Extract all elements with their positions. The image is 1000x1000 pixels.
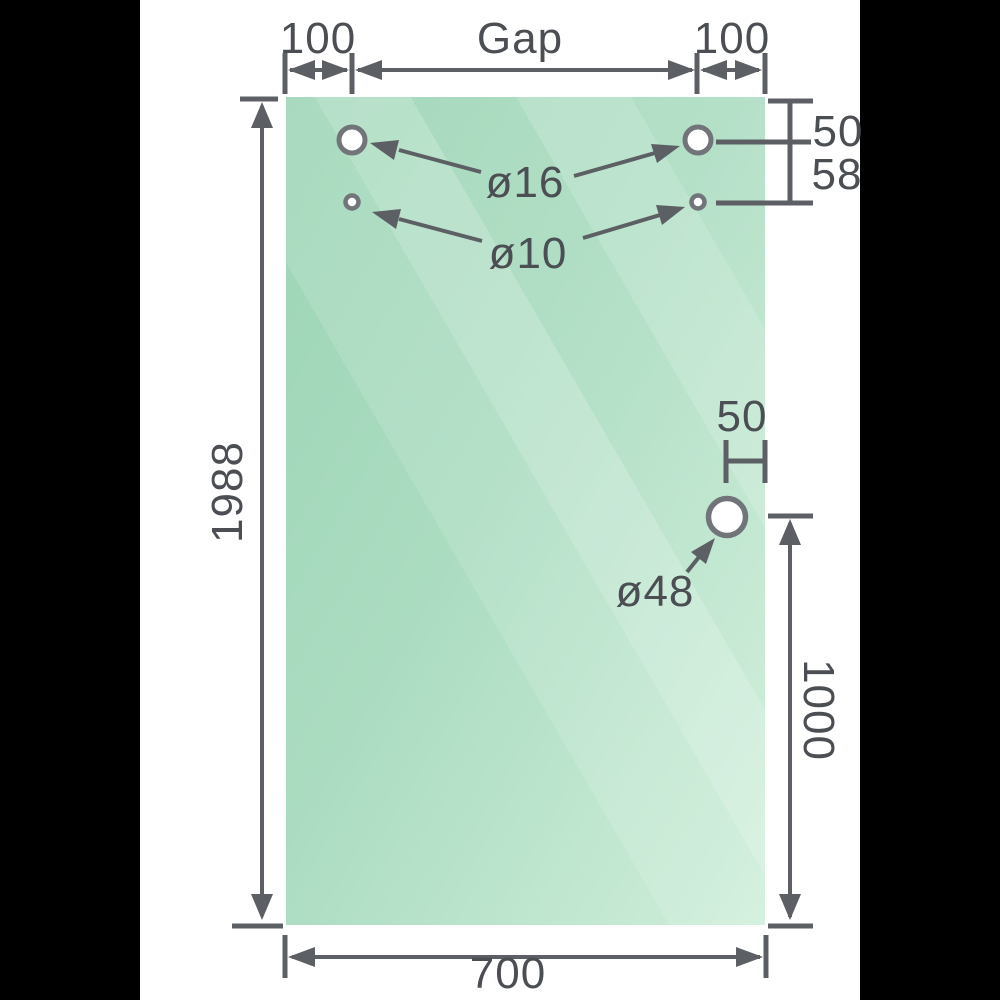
dim-top-hole-offset-label: 50 (813, 107, 864, 156)
pillarbox-left (0, 0, 140, 1000)
dim-panel-height-label: 1988 (203, 441, 252, 543)
callout-hole-16 (370, 140, 680, 178)
hole-10-left (343, 193, 361, 211)
callout-hole-48 (685, 538, 715, 574)
callout-hole-10 (372, 205, 685, 243)
callout-hole-48-label: ø48 (616, 567, 695, 616)
holes (336, 124, 749, 539)
dim-handle-edge-offset (723, 440, 768, 483)
dim-hole-spacing-label: 58 (812, 150, 863, 199)
glass-panel-reflections (286, 97, 765, 925)
callout-hole-10-label: ø10 (489, 229, 568, 278)
hole-16-left (336, 124, 368, 156)
dim-panel-width-label: 700 (470, 949, 546, 998)
hole-16-right (682, 124, 714, 156)
dim-top-right-offset-label: 100 (694, 14, 770, 63)
callout-hole-16-label: ø16 (486, 158, 565, 207)
dim-gap-label: Gap (477, 14, 563, 63)
dim-handle-height (768, 513, 813, 929)
hole-48-handle (705, 495, 749, 539)
dim-handle-edge-offset-label: 50 (717, 392, 768, 441)
dim-panel-height (232, 96, 283, 929)
dim-panel-width (282, 935, 769, 978)
hole-10-right (689, 193, 707, 211)
glass-panel (286, 97, 765, 925)
dim-handle-height-label: 1000 (794, 659, 843, 761)
dim-top-left-offset-label: 100 (280, 14, 356, 63)
dim-hole-offsets (716, 98, 813, 206)
dim-top-chain (282, 53, 768, 94)
pillarbox-right (860, 0, 1000, 1000)
